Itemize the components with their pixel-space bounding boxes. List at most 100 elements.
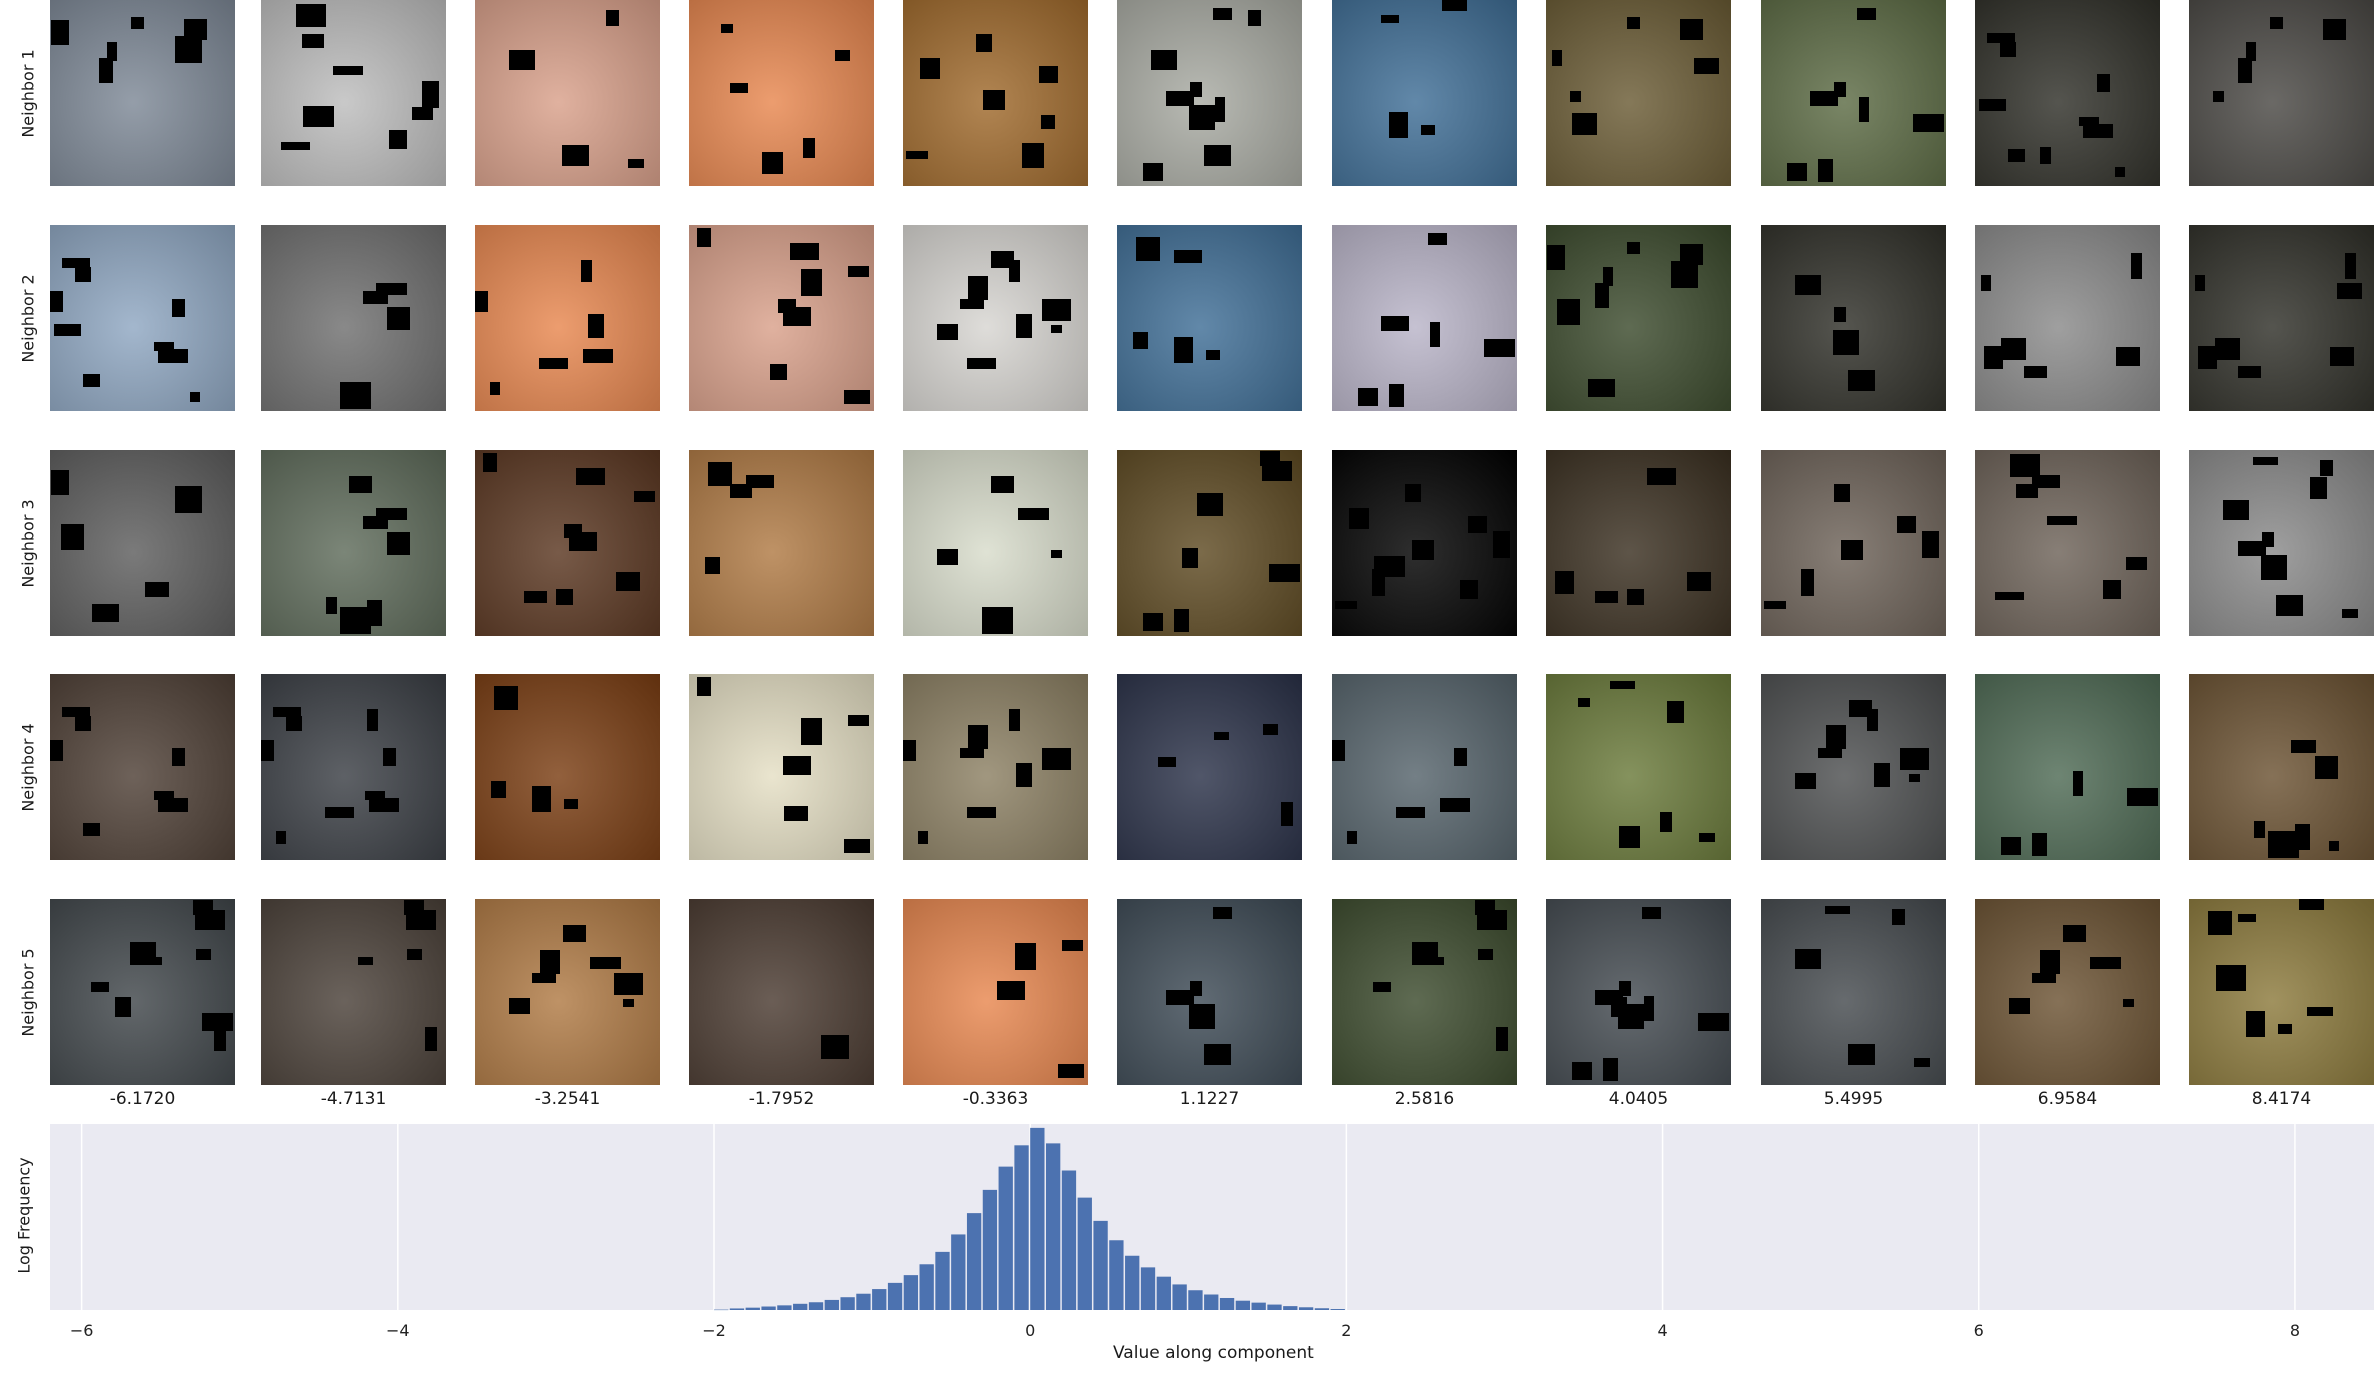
mask-patch [158, 349, 188, 363]
histogram-bar [745, 1307, 760, 1310]
histogram-bar [761, 1306, 776, 1310]
mask-patch [1984, 346, 2003, 369]
mask-patch [2276, 595, 2303, 616]
mask-patch [1995, 592, 2024, 600]
mask-patch [2097, 74, 2110, 92]
mask-patch [273, 707, 301, 717]
neighbor-image [1546, 450, 1731, 636]
column-value-label: 6.9584 [2037, 1089, 2098, 1109]
mask-patch [721, 24, 733, 33]
mask-patch [1694, 58, 1719, 74]
mask-patch [967, 358, 996, 369]
mask-patch [976, 34, 992, 52]
mask-patch [2126, 557, 2147, 570]
histogram-bar [856, 1293, 871, 1310]
mask-patch [540, 950, 560, 974]
histogram-bar [824, 1299, 839, 1310]
mask-patch [1987, 33, 2015, 43]
mask-patch [2040, 147, 2051, 164]
mask-patch [491, 781, 506, 798]
mask-patch [532, 786, 551, 812]
mask-patch [960, 748, 984, 758]
mask-patch [131, 17, 144, 29]
mask-patch [1627, 242, 1640, 254]
mask-patch [628, 159, 644, 168]
mask-patch [1642, 907, 1661, 919]
mask-patch [783, 756, 811, 775]
mask-patch [509, 50, 535, 70]
neighbor-image [1332, 674, 1517, 860]
mask-patch [2238, 541, 2266, 556]
mask-patch [1627, 17, 1640, 29]
mask-patch [107, 42, 117, 61]
column-value-label: -0.3363 [962, 1089, 1029, 1109]
mask-patch [2032, 833, 2047, 856]
mask-patch [261, 740, 274, 761]
histogram-bar [1140, 1267, 1156, 1310]
mask-patch [1795, 773, 1816, 789]
mask-patch [1578, 698, 1590, 707]
mask-patch [1430, 322, 1440, 347]
mask-patch [539, 358, 568, 369]
mask-patch [1373, 982, 1391, 992]
mask-patch [2047, 516, 2077, 525]
mask-patch [1834, 484, 1850, 502]
mask-patch [145, 582, 169, 597]
mask-patch [1570, 91, 1581, 102]
mask-patch [214, 1027, 226, 1051]
mask-patch [1897, 516, 1916, 533]
mask-patch [2329, 841, 2339, 851]
mask-patch [1874, 763, 1890, 787]
mask-patch [175, 486, 202, 513]
mask-patch [2208, 911, 2232, 935]
mask-patch [1555, 571, 1574, 594]
mask-patch [2278, 1024, 2292, 1034]
mask-patch [1429, 957, 1444, 965]
mask-patch [1347, 831, 1357, 844]
mask-patch [1475, 900, 1495, 915]
column-value-label: 8.4174 [2251, 1089, 2312, 1109]
mask-patch [1015, 943, 1036, 970]
mask-patch [1647, 468, 1676, 485]
mask-patch [697, 677, 711, 696]
row-label: Neighbor 3 [18, 498, 38, 588]
neighbor-image [689, 0, 874, 186]
mask-patch [172, 748, 185, 766]
mask-patch [1174, 250, 1202, 263]
histogram-bar [872, 1289, 887, 1310]
plot-background [50, 1124, 2374, 1310]
mask-patch [576, 468, 605, 485]
mask-patch [196, 949, 211, 960]
mask-patch [175, 36, 202, 63]
mask-patch [1849, 700, 1872, 717]
mask-patch [790, 243, 819, 260]
row-label: Neighbor 5 [18, 947, 38, 1037]
mask-patch [2345, 253, 2356, 279]
mask-patch [918, 831, 928, 844]
mask-patch [2079, 117, 2099, 126]
histogram-bar [887, 1282, 903, 1310]
mask-patch [154, 342, 174, 351]
row-label: Neighbor 1 [18, 48, 38, 138]
neighbor-image [1117, 674, 1302, 860]
mask-patch [475, 291, 488, 312]
histogram-chart: −6 −4 −2 0 2 4 6 8 [50, 1124, 2374, 1340]
histogram-bar [1298, 1307, 1314, 1310]
mask-patch [1042, 748, 1071, 770]
neighbor-image [1546, 674, 1731, 860]
mask-patch [1680, 244, 1703, 265]
mask-patch [51, 470, 69, 495]
mask-patch [1572, 113, 1597, 135]
mask-patch [2320, 460, 2333, 476]
mask-patch [1922, 531, 1939, 558]
mask-patch [562, 145, 589, 166]
histogram-bar [793, 1303, 808, 1310]
mask-patch [2310, 477, 2327, 499]
neighbor-image [1117, 899, 1302, 1085]
histogram-bar [1077, 1197, 1092, 1310]
histogram-bar [729, 1308, 745, 1310]
neighbor-image [903, 225, 1088, 411]
mask-patch [1795, 949, 1821, 969]
neighbor-image [1975, 0, 2160, 186]
mask-patch [50, 291, 63, 312]
